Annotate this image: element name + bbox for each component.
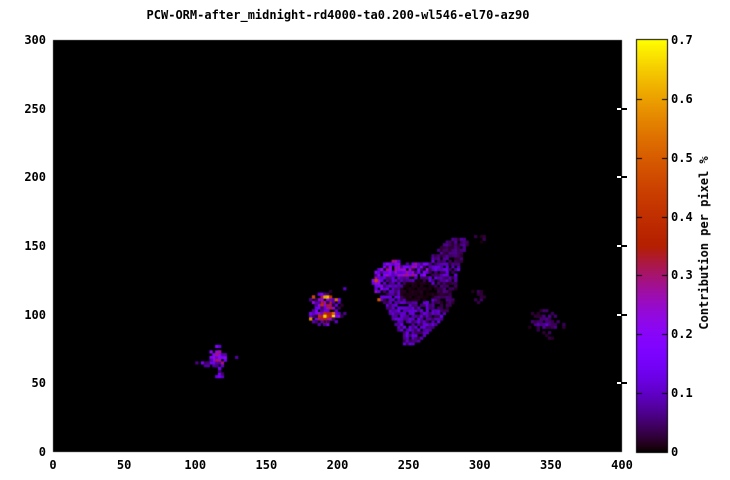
- y-axis-tick-label: 50: [31, 376, 46, 391]
- colorbar-axis-label: Contribution per pixel %: [697, 156, 711, 330]
- colorbar-tick-label: 0.7: [671, 33, 693, 47]
- x-axis-tick-label: 400: [611, 458, 633, 472]
- y2-tick-mark-inner: [617, 108, 621, 110]
- y-axis-tick-label: 150: [24, 239, 46, 253]
- x-axis-tick-label: 200: [326, 458, 349, 472]
- y2-tick-mark-inner: [617, 176, 621, 178]
- y-axis-tick-label: 0: [38, 445, 46, 459]
- x-axis-tick-label: 0: [49, 458, 57, 472]
- y-axis-tick-label: 300: [24, 33, 46, 47]
- y-axis-tick-label: 100: [24, 307, 46, 322]
- x-axis-tick-label: 50: [116, 458, 132, 472]
- y2-tick-mark: [621, 108, 627, 110]
- x-axis-tick-label: 150: [255, 458, 278, 472]
- y-axis-tick-label: 200: [24, 170, 46, 185]
- colorbar-tick-label: 0.2: [671, 327, 693, 342]
- y2-tick-mark: [621, 245, 627, 247]
- plot-title: PCW-ORM-after_midnight-rd4000-ta0.200-wl…: [146, 8, 530, 22]
- colorbar-tick-label: 0.6: [671, 91, 693, 106]
- colorbar-tick-label: 0.4: [671, 209, 693, 224]
- colorbar-tick-label: 0.5: [671, 150, 693, 165]
- y-axis-tick-label: 250: [24, 101, 46, 116]
- y2-tick-mark: [621, 382, 627, 384]
- y2-tick-mark-inner: [617, 382, 621, 384]
- y2-tick-mark: [621, 176, 627, 178]
- colorbar-tick-label: 0.1: [671, 386, 693, 401]
- y2-tick-mark-inner: [617, 314, 621, 316]
- colorbar-tick-label: 0.3: [671, 268, 693, 283]
- x-axis-tick-label: 250: [397, 458, 420, 472]
- y2-tick-mark-inner: [617, 245, 621, 247]
- x-axis-tick-label: 350: [540, 458, 562, 472]
- y2-tick-mark: [621, 314, 627, 316]
- x-axis-tick-label: 100: [184, 458, 207, 472]
- colorbar-tick-label: 0: [671, 445, 679, 459]
- x-axis-tick-label: 300: [468, 458, 491, 472]
